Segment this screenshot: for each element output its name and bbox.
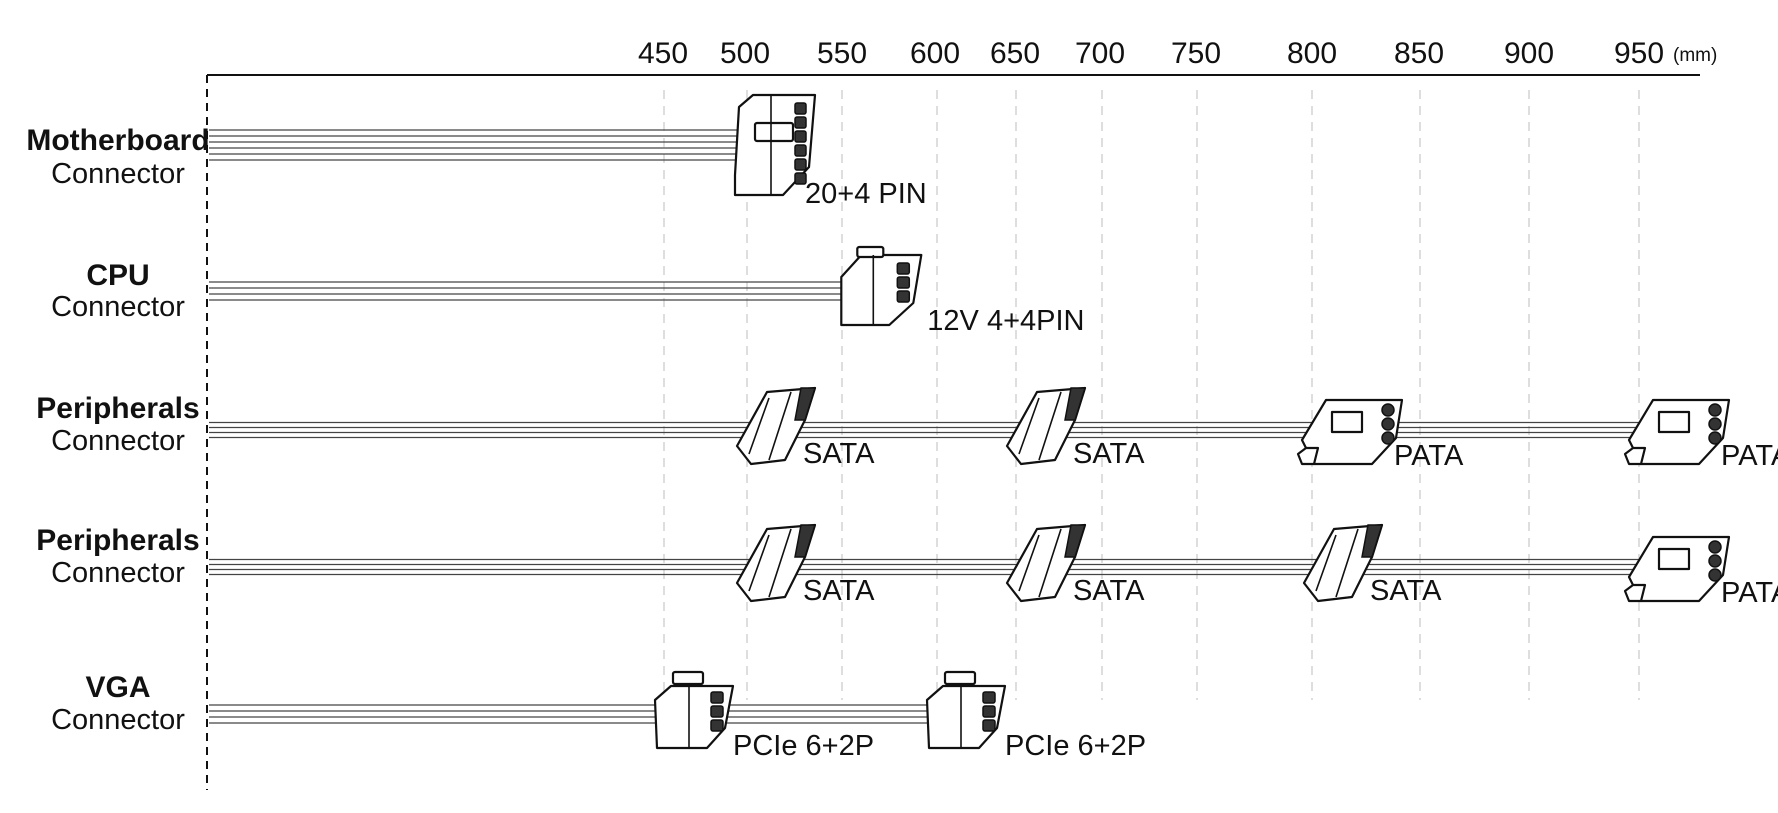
connector-label: SATA bbox=[1073, 438, 1145, 470]
connector-label: SATA bbox=[803, 575, 875, 607]
cable-bundle bbox=[209, 281, 852, 301]
connector-sata bbox=[1302, 523, 1384, 603]
tick-label-850: 850 bbox=[1394, 37, 1444, 70]
connector-sata bbox=[1005, 523, 1087, 603]
tick-label-450: 450 bbox=[638, 37, 688, 70]
tick-label-700: 700 bbox=[1075, 37, 1125, 70]
tick-label-500: 500 bbox=[720, 37, 770, 70]
tick-label-950: 950 bbox=[1614, 37, 1664, 70]
connector-sata bbox=[735, 523, 817, 603]
tick-label-750: 750 bbox=[1171, 37, 1221, 70]
row-name: VGA bbox=[85, 671, 150, 704]
tick-label-900: 900 bbox=[1504, 37, 1554, 70]
tick-label-600: 600 bbox=[910, 37, 960, 70]
row-name: Peripherals bbox=[36, 524, 199, 557]
cable-bundle bbox=[209, 129, 745, 161]
connector-atx24 bbox=[733, 93, 817, 197]
connector-sata bbox=[735, 386, 817, 466]
connector-label: 20+4 PIN bbox=[805, 178, 927, 210]
connector-pata bbox=[1623, 535, 1731, 603]
connector-pcie8 bbox=[653, 670, 735, 750]
connector-label: PCIe 6+2P bbox=[1005, 730, 1146, 762]
connector-pata bbox=[1296, 398, 1404, 466]
connector-label: SATA bbox=[803, 438, 875, 470]
row-name: Peripherals bbox=[36, 392, 199, 425]
row-subtitle: Connector bbox=[51, 425, 185, 457]
tick-label-800: 800 bbox=[1287, 37, 1337, 70]
row-name: CPU bbox=[86, 259, 149, 292]
connector-pata bbox=[1623, 398, 1731, 466]
axis-unit-label: (mm) bbox=[1673, 45, 1717, 66]
row-subtitle: Connector bbox=[51, 557, 185, 589]
connector-label: PCIe 6+2P bbox=[733, 730, 874, 762]
row-name: Motherboard bbox=[26, 124, 209, 157]
cable-bundle bbox=[209, 558, 1639, 576]
connector-label: PATA bbox=[1394, 440, 1464, 472]
row-subtitle: Connector bbox=[51, 291, 185, 323]
tick-label-550: 550 bbox=[817, 37, 867, 70]
tick-label-650: 650 bbox=[990, 37, 1040, 70]
grid-lines bbox=[663, 90, 1640, 700]
connector-label: PATA bbox=[1721, 577, 1778, 609]
cable-bundle bbox=[209, 421, 1639, 439]
axis-tick-labels: 450 500 550 600 650 700 750 800 850 900 950 bbox=[638, 37, 1664, 70]
connector-eps8 bbox=[840, 245, 923, 327]
connector-label: SATA bbox=[1370, 575, 1442, 607]
row-subtitle: Connector bbox=[51, 158, 185, 190]
connector-pcie8 bbox=[925, 670, 1007, 750]
connector-sata bbox=[1005, 386, 1087, 466]
connector-label: SATA bbox=[1073, 575, 1145, 607]
connector-label: PATA bbox=[1721, 440, 1778, 472]
row-subtitle: Connector bbox=[51, 704, 185, 736]
cable-bundle bbox=[209, 704, 935, 724]
connector-label: 12V 4+4PIN bbox=[927, 305, 1084, 337]
